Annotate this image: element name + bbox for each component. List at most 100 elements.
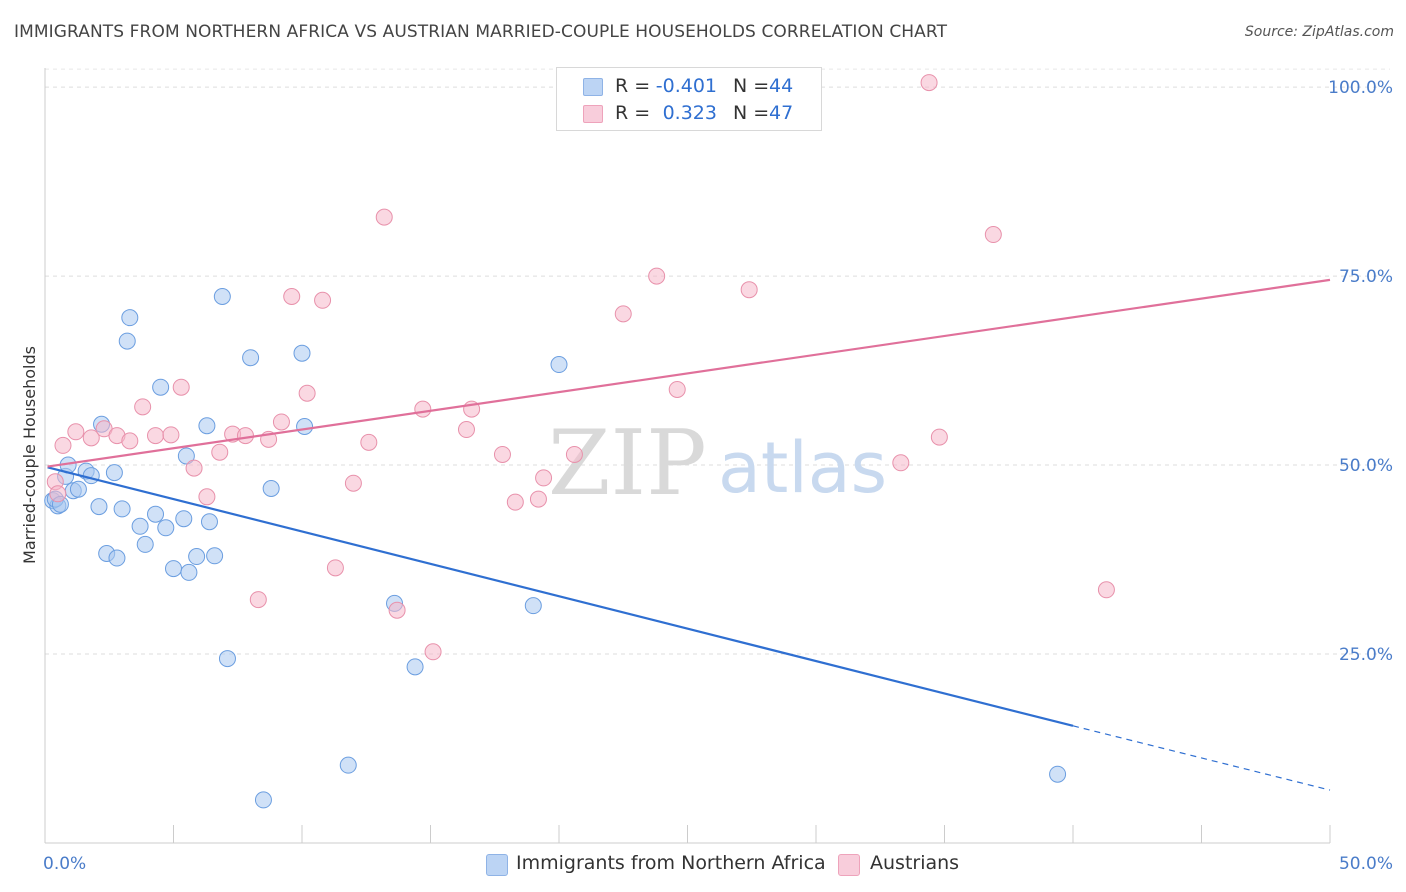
stats-legend: R = -0.401 N = 44 R = 0.323 N = 47 <box>556 67 822 131</box>
x-tick-label: 50.0% <box>1339 854 1393 874</box>
point-austrians <box>740 281 758 299</box>
point-austrians <box>236 427 254 445</box>
point-austrians <box>134 398 152 416</box>
point-immigrants <box>157 519 175 537</box>
point-immigrants <box>136 535 154 553</box>
point-immigrants <box>218 650 236 668</box>
point-austrians <box>984 226 1002 244</box>
legend-swatch-blue <box>583 78 603 96</box>
point-immigrants <box>206 547 224 565</box>
point-austrians <box>529 490 547 508</box>
point-immigrants <box>152 378 170 396</box>
point-austrians <box>198 488 216 506</box>
point-austrians <box>565 445 583 463</box>
point-austrians <box>283 287 301 305</box>
point-austrians <box>121 432 139 450</box>
point-austrians <box>249 591 267 609</box>
point-immigrants <box>262 479 280 497</box>
point-immigrants <box>147 505 165 523</box>
y-tick-label: 100.0% <box>1328 78 1393 98</box>
legend-r-label: R = <box>615 75 651 97</box>
point-austrians <box>920 74 938 92</box>
axes <box>44 68 1331 844</box>
point-immigrants <box>113 500 131 518</box>
point-austrians <box>172 378 190 396</box>
point-immigrants <box>69 480 87 498</box>
legend-n-value: 47 <box>769 102 794 124</box>
source-label: Source: ZipAtlas.com <box>1244 24 1394 40</box>
point-austrians <box>272 413 290 431</box>
legend-n-label: N = <box>733 102 770 124</box>
point-austrians <box>614 305 632 323</box>
point-austrians <box>1097 581 1115 599</box>
point-austrians <box>314 291 332 309</box>
point-austrians <box>506 493 524 511</box>
point-immigrants <box>242 349 260 367</box>
y-tick-label: 75.0% <box>1339 267 1393 287</box>
point-austrians <box>211 443 229 461</box>
point-immigrants <box>131 517 149 535</box>
point-austrians <box>185 459 203 477</box>
trend-line-immigrants-extrapolated <box>1072 725 1331 791</box>
legend-swatch-blue <box>486 854 508 876</box>
point-austrians <box>414 400 432 418</box>
x-tick-label: 0.0% <box>43 854 86 874</box>
point-immigrants <box>293 344 311 362</box>
legend-r-label: R = <box>615 102 651 124</box>
legend-row-austrians: R = 0.323 N = 47 <box>557 102 821 126</box>
point-austrians <box>930 428 948 446</box>
point-austrians <box>54 436 72 454</box>
point-austrians <box>344 474 362 492</box>
chart-title: IMMIGRANTS FROM NORTHERN AFRICA VS AUSTR… <box>14 22 948 42</box>
legend-n-value: 44 <box>769 75 794 97</box>
y-tick-label: 50.0% <box>1339 456 1393 476</box>
legend-n-label: N = <box>733 75 770 97</box>
point-austrians <box>424 643 442 661</box>
point-austrians <box>298 384 316 402</box>
point-immigrants <box>213 287 231 305</box>
point-austrians <box>162 426 180 444</box>
point-austrians <box>388 601 406 619</box>
series-legend: Immigrants from Northern Africa Austrian… <box>0 852 1406 878</box>
point-austrians <box>457 421 475 439</box>
trend-line-austrians <box>47 278 1331 468</box>
y-axis-label: Married-couple Households <box>20 346 39 564</box>
legend-row-immigrants: R = -0.401 N = 44 <box>557 75 821 99</box>
point-immigrants <box>254 791 272 809</box>
trend-lines <box>47 278 1331 791</box>
legend-label: Immigrants from Northern Africa <box>516 852 826 874</box>
point-austrians <box>360 433 378 451</box>
point-immigrants <box>1049 765 1067 783</box>
point-immigrants <box>121 309 139 327</box>
watermark-atlas: atlas <box>718 427 887 509</box>
point-austrians <box>82 429 100 447</box>
point-austrians <box>892 454 910 472</box>
point-austrians <box>375 208 393 226</box>
watermark-zip: ZIP <box>548 411 707 516</box>
point-immigrants <box>105 464 123 482</box>
point-immigrants <box>118 332 136 350</box>
point-immigrants <box>108 549 126 567</box>
data-points <box>44 73 1115 809</box>
point-immigrants <box>524 597 542 615</box>
point-immigrants <box>339 756 357 774</box>
point-austrians <box>326 559 344 577</box>
legend-swatch-pink <box>583 105 603 123</box>
point-immigrants <box>165 560 182 578</box>
point-immigrants <box>406 658 424 676</box>
point-austrians <box>493 445 511 463</box>
legend-swatch-pink <box>838 854 860 876</box>
point-austrians <box>49 485 67 503</box>
legend-r-value: 0.323 <box>662 102 717 124</box>
y-tick-label: 25.0% <box>1339 645 1393 665</box>
tick-labels: 25.0% 50.0% 75.0% 100.0% 0.0% 50.0% <box>43 78 1393 874</box>
point-austrians <box>535 469 553 487</box>
point-immigrants <box>180 563 198 581</box>
point-immigrants <box>296 418 314 436</box>
point-immigrants <box>175 510 193 528</box>
point-austrians <box>147 427 165 445</box>
trend-line-immigrants <box>47 466 1074 727</box>
point-austrians <box>648 267 666 285</box>
point-immigrants <box>177 447 195 465</box>
